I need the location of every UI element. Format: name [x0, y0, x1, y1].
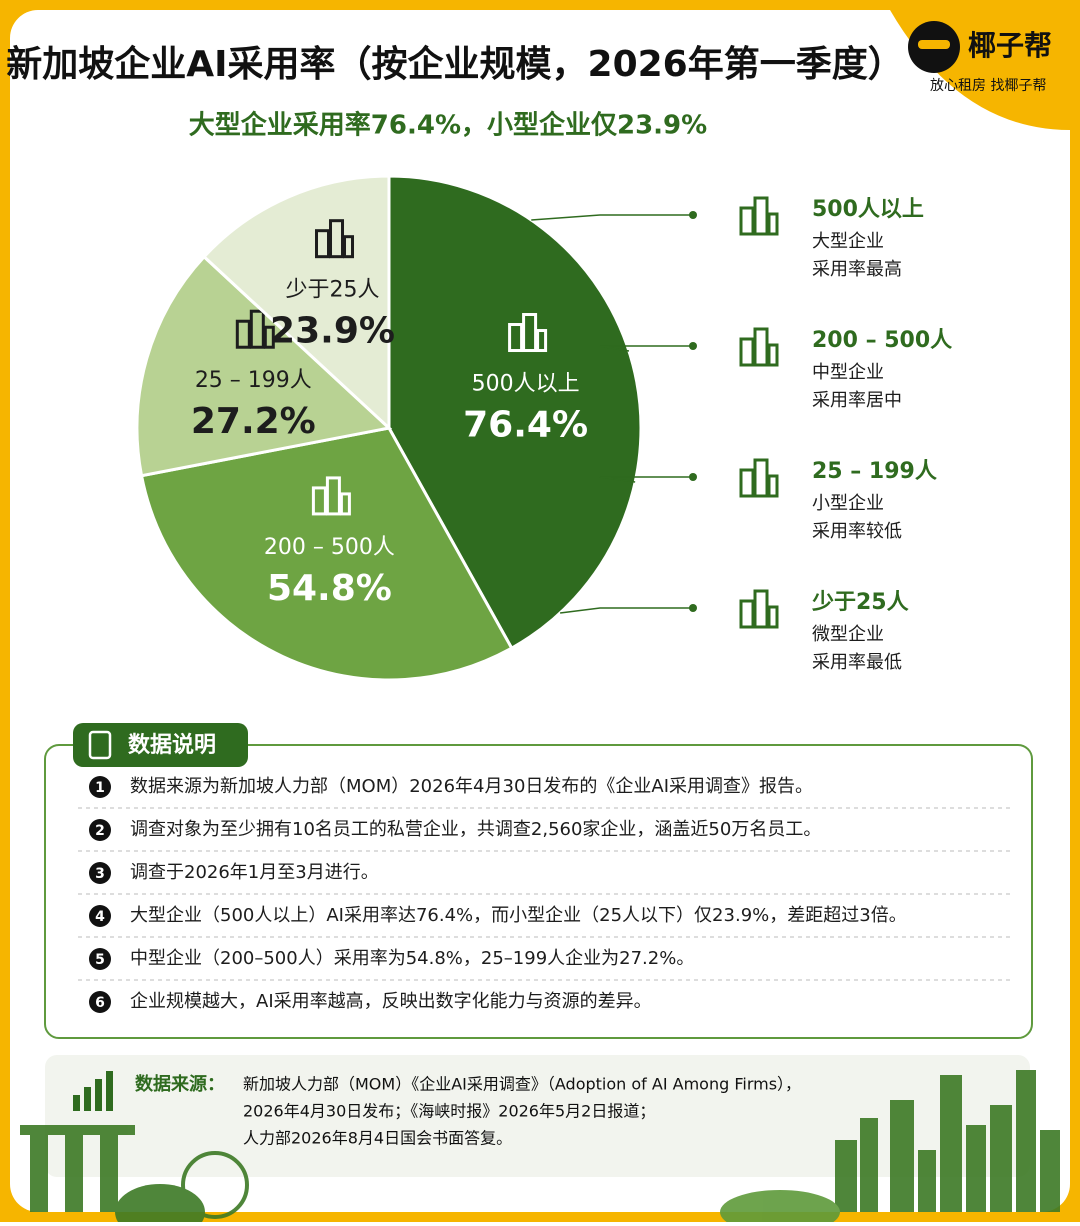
- slice-icon: [325, 476, 341, 516]
- note-text: 调查对象为至少拥有10名员工的私营企业，共调查2,560家企业，涵盖近50万名员…: [130, 819, 821, 840]
- note-text: 调查于2026年1月至3月进行。: [130, 862, 379, 883]
- note-number: 2: [95, 823, 105, 839]
- source-line: 新加坡人力部（MOM）《企业AI采用调查》（Adoption of AI Amo…: [243, 1075, 801, 1094]
- leader-dot: [689, 604, 697, 612]
- brand-tagline: 放心租房 找椰子帮: [930, 78, 1046, 94]
- slice-icon: [315, 229, 331, 259]
- slice-icon: [329, 219, 345, 259]
- slice-icon: [767, 605, 779, 629]
- legend-label: 500人以上: [812, 197, 924, 222]
- slice-value: 76.4%: [463, 405, 588, 446]
- legend-note: 采用率最高: [812, 259, 902, 280]
- source-box: [45, 1055, 1030, 1177]
- note-number: 6: [95, 995, 105, 1011]
- legend-note: 采用率居中: [812, 390, 902, 411]
- pie-slice: [135, 254, 393, 478]
- slice-category: 少于25人: [286, 278, 380, 303]
- legend-label: 25 – 199人: [812, 459, 937, 484]
- note-number: 1: [95, 780, 105, 796]
- note-number-badge: [89, 776, 111, 798]
- notes-heading: 数据说明: [128, 732, 216, 758]
- chart-title: 新加坡企业AI采用率（按企业规模，2026年第一季度）: [6, 43, 903, 85]
- leader-line: [560, 607, 693, 614]
- notes-tab: [73, 723, 248, 767]
- note-text: 企业规模越大，AI采用率越高，反映出数字化能力与资源的差异。: [130, 991, 652, 1012]
- notes-box: [44, 744, 1033, 1039]
- brand-logo-glasses: [918, 40, 950, 49]
- source-label: 数据来源：: [135, 1073, 225, 1095]
- note-number-badge: [89, 819, 111, 841]
- slice-icon: [739, 468, 755, 498]
- slice-icon: [235, 319, 251, 349]
- slice-icon: [739, 206, 755, 236]
- slice-value: 23.9%: [270, 311, 395, 352]
- legend-note: 采用率较低: [812, 521, 902, 542]
- pie: 500人以上 76.4% 200 – 500人 54.8% 25 – 199人 27.2%…: [135, 174, 643, 682]
- slice-icon: [263, 325, 275, 349]
- slice-value: 54.8%: [267, 568, 392, 609]
- legend-label: 200 – 500人: [812, 328, 952, 353]
- legend-note: 采用率最低: [812, 652, 902, 673]
- skyline: [20, 1070, 1060, 1226]
- slice-icon: [767, 474, 779, 498]
- note-number: 4: [95, 909, 105, 925]
- note-number: 3: [95, 866, 105, 882]
- slice-category: 200 – 500人: [264, 535, 395, 560]
- pie-slice: [139, 426, 514, 682]
- slice-icon: [739, 599, 755, 629]
- notes-icon: [88, 730, 112, 760]
- slice-value: 27.2%: [191, 401, 316, 442]
- slice-icon: [522, 313, 538, 353]
- pie-slice: [387, 174, 643, 651]
- note-text: 数据来源为新加坡人力部（MOM）2026年4月30日发布的《企业AI采用调查》报…: [130, 776, 813, 797]
- leader-dot: [689, 473, 697, 481]
- slice-icon: [767, 343, 779, 367]
- note-number: 5: [95, 952, 105, 968]
- legend-note: 中型企业: [812, 362, 884, 383]
- notes-list: 1 数据来源为新加坡人力部（MOM）2026年4月30日发布的《企业AI采用调查》…: [78, 776, 1010, 1013]
- legend-label: 少于25人: [811, 590, 909, 615]
- note-number-badge: [89, 862, 111, 884]
- slice-icon: [311, 486, 327, 516]
- source-icon: [73, 1071, 113, 1111]
- legend-note: 大型企业: [812, 231, 884, 252]
- slice-icon: [753, 327, 769, 367]
- leader-dot: [689, 211, 697, 219]
- note-number-badge: [89, 991, 111, 1013]
- source-line: 2026年4月30日发布；《海峡时报》2026年5月2日报道；: [243, 1102, 655, 1121]
- slice-icon: [753, 589, 769, 629]
- note-number-badge: [89, 948, 111, 970]
- source-line: 人力部2026年8月4日国会书面答复。: [243, 1129, 512, 1148]
- note-number-badge: [89, 905, 111, 927]
- brand-name: 椰子帮: [968, 29, 1052, 62]
- slice-icon: [343, 235, 355, 259]
- note-text: 中型企业（200–500人）采用率为54.8%，25–199人企业为27.2%。: [130, 948, 694, 969]
- leader-line: [531, 214, 693, 221]
- slice-category: 25 – 199人: [195, 368, 312, 393]
- leader-line: [599, 345, 693, 352]
- slice-icon: [339, 492, 351, 516]
- leader-dot: [689, 342, 697, 350]
- chart-subtitle: 大型企业采用率76.4%，小型企业仅23.9%: [189, 110, 707, 141]
- slice-icon: [753, 458, 769, 498]
- slice-icon: [767, 212, 779, 236]
- slice-icon: [508, 323, 524, 353]
- note-text: 大型企业（500人以上）AI采用率达76.4%，而小型企业（25人以下）仅23.…: [130, 905, 907, 926]
- slice-icon: [249, 309, 265, 349]
- leader-line: [599, 476, 693, 483]
- legend-note: 小型企业: [812, 493, 884, 514]
- slice-icon: [739, 337, 755, 367]
- legend-note: 微型企业: [812, 624, 884, 645]
- slice-icon: [753, 196, 769, 236]
- slice-icon: [536, 329, 548, 353]
- slice-category: 500人以上: [472, 372, 580, 397]
